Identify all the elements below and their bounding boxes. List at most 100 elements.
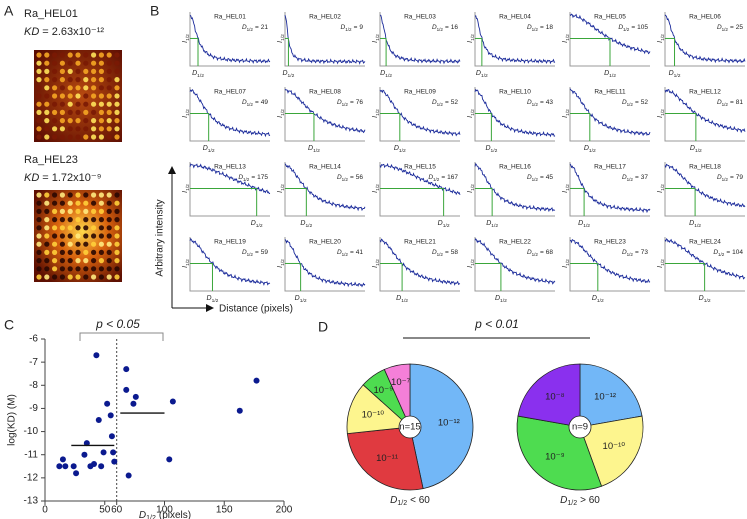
d-sub: 1/2 bbox=[399, 148, 406, 154]
equals: = bbox=[251, 174, 255, 181]
array-spot bbox=[83, 192, 89, 198]
d-sub: 1/2 bbox=[491, 148, 498, 154]
kd-label: KD = 2.63x10⁻¹² bbox=[24, 26, 104, 38]
array-spot bbox=[52, 77, 58, 83]
d-symbol: D bbox=[495, 295, 500, 302]
array-spot bbox=[59, 77, 65, 83]
array-spot bbox=[114, 85, 120, 91]
d-half-value: 175 bbox=[257, 174, 268, 181]
array-spot bbox=[91, 258, 97, 264]
plot-name: Ra_HEL06 bbox=[689, 14, 721, 21]
y-tick-label: -12 bbox=[24, 472, 39, 483]
array-spot bbox=[106, 225, 112, 231]
caption-symbol: D bbox=[560, 495, 567, 506]
plot-name: Ra_HEL20 bbox=[309, 239, 341, 246]
array-spot bbox=[52, 266, 58, 272]
array-spot bbox=[91, 208, 97, 214]
array-spot bbox=[75, 233, 81, 239]
i-sub: 1/2 bbox=[280, 34, 286, 41]
d-symbol: D bbox=[337, 249, 342, 256]
array-spot bbox=[83, 217, 89, 223]
i-symbol: I bbox=[277, 41, 284, 43]
i-symbol: I bbox=[562, 116, 569, 118]
d-sub: 1/2 bbox=[342, 102, 349, 107]
intensity-curve bbox=[569, 88, 651, 137]
d-half-value: 18 bbox=[546, 24, 554, 31]
d-axis-marker: D1/2 bbox=[207, 295, 219, 304]
array-spot bbox=[36, 192, 42, 198]
array-spot bbox=[67, 266, 73, 272]
array-spot bbox=[98, 258, 104, 264]
plot-name: Ra_HEL17 bbox=[594, 164, 626, 171]
y-tick-label: -6 bbox=[29, 334, 38, 345]
caption-symbol: D bbox=[390, 495, 397, 506]
plot-axes bbox=[664, 12, 745, 67]
array-spot bbox=[106, 258, 112, 264]
d-half-label: D1/2 = 81 bbox=[717, 99, 743, 107]
array-spot bbox=[98, 208, 104, 214]
i-sub: 1/2 bbox=[375, 109, 381, 116]
plot-axes bbox=[379, 87, 460, 142]
d-half-value: 81 bbox=[736, 99, 744, 106]
array-spot bbox=[106, 134, 112, 140]
array-spot bbox=[75, 52, 81, 58]
array-spot bbox=[52, 233, 58, 239]
array-spot bbox=[83, 225, 89, 231]
image-name: Ra_HEL23 bbox=[24, 154, 78, 166]
i-half-label: I1/2 bbox=[562, 259, 571, 268]
array-spot bbox=[52, 208, 58, 214]
d-half-label: D1/2 = 18 bbox=[527, 24, 553, 32]
d-symbol: D bbox=[308, 145, 313, 152]
d-sub: 1/2 bbox=[722, 177, 729, 182]
pie-slice bbox=[579, 415, 644, 487]
array-spot bbox=[83, 85, 89, 91]
x-tick-label: 0 bbox=[42, 505, 48, 516]
data-point bbox=[123, 386, 130, 393]
array-spot bbox=[67, 93, 73, 99]
d-sub: 1/2 bbox=[589, 148, 596, 154]
data-point bbox=[90, 460, 97, 467]
array-spot bbox=[114, 109, 120, 115]
plot-name: Ra_HEL18 bbox=[689, 164, 721, 171]
d-symbol: D bbox=[713, 249, 718, 256]
array-spot bbox=[36, 109, 42, 115]
array-spot bbox=[67, 192, 73, 198]
i-half-label: I1/2 bbox=[372, 259, 381, 268]
d-axis-marker: D1/2 bbox=[689, 220, 701, 229]
array-spot bbox=[52, 258, 58, 264]
plot-axes bbox=[379, 12, 460, 67]
i-half-label: I1/2 bbox=[277, 259, 286, 268]
d-axis-marker: D1/2 bbox=[394, 145, 406, 154]
array-spot bbox=[36, 68, 42, 74]
array-spot bbox=[106, 208, 112, 214]
array-spot bbox=[36, 134, 42, 140]
d-axis-marker: D1/2 bbox=[300, 220, 312, 229]
d-symbol: D bbox=[622, 174, 627, 181]
d-symbol: D bbox=[337, 174, 342, 181]
array-spot bbox=[91, 233, 97, 239]
i-half-label: I1/2 bbox=[467, 259, 476, 268]
d-symbol: D bbox=[207, 295, 212, 302]
plot-axes bbox=[189, 87, 270, 142]
x-symbol: D bbox=[139, 510, 146, 519]
d-axis-marker: D1/2 bbox=[699, 295, 711, 304]
array-spot bbox=[59, 60, 65, 66]
d-sub: 1/2 bbox=[718, 252, 725, 257]
plot-name: Ra_HEL11 bbox=[594, 89, 626, 96]
d-sub: 1/2 bbox=[342, 252, 349, 257]
i-half-label: I1/2 bbox=[372, 184, 381, 193]
d-half-value: 76 bbox=[356, 99, 364, 106]
axes bbox=[44, 339, 284, 502]
array-spot bbox=[106, 85, 112, 91]
array-spot bbox=[67, 241, 73, 247]
array-spot bbox=[75, 68, 81, 74]
array-spot bbox=[75, 258, 81, 264]
d-sub: 1/2 bbox=[437, 252, 444, 257]
caption-sub: 1/2 bbox=[397, 500, 407, 507]
plot-axes bbox=[189, 162, 270, 217]
array-spot bbox=[67, 258, 73, 264]
array-spot bbox=[44, 68, 50, 74]
array-spot bbox=[59, 266, 65, 272]
array-spot bbox=[98, 274, 104, 280]
